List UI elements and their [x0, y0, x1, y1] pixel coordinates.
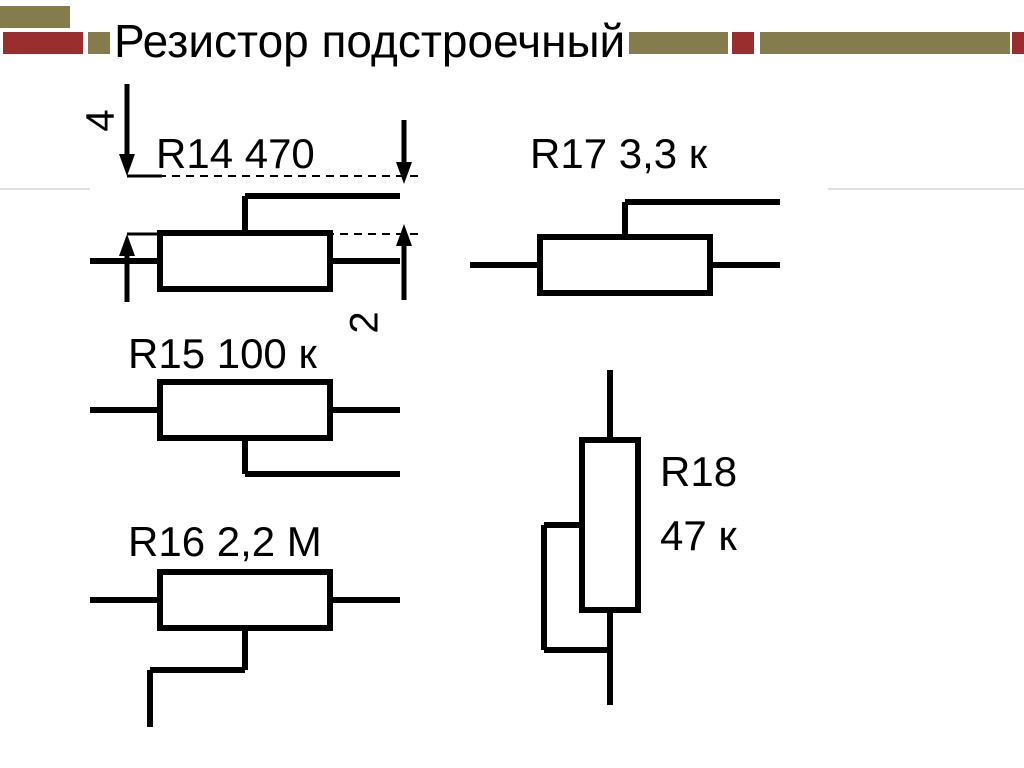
topbar-segment: [0, 6, 70, 28]
r18-value: 47 к: [660, 512, 737, 560]
page-title: Резистор подстроечный: [110, 14, 629, 68]
r16-symbol: [90, 572, 430, 732]
r17-label: R17 3,3 к: [530, 130, 707, 178]
r18-symbol: [500, 370, 660, 710]
topbar-segment: [732, 32, 754, 54]
r14-label: R14 470: [156, 130, 315, 178]
topbar-segment: [1012, 32, 1024, 54]
rule: [0, 188, 90, 190]
r17-symbol: [470, 190, 810, 300]
dim-2: 2: [343, 311, 388, 333]
r15-label: R15 100 к: [128, 330, 317, 378]
r15-symbol: [90, 382, 430, 492]
topbar-segment: [3, 32, 83, 54]
r18-label: R18: [660, 448, 737, 496]
page: Резистор подстроечный 4 R14 470 2 R17 3,…: [0, 0, 1024, 768]
dim-2-arrows: [392, 120, 422, 300]
r16-label: R16 2,2 М: [128, 518, 322, 566]
rule: [828, 188, 1024, 190]
r14-symbol: [90, 176, 430, 286]
topbar-segment: [760, 32, 1010, 54]
